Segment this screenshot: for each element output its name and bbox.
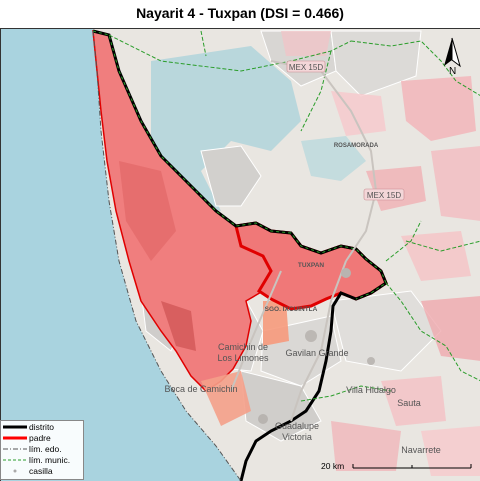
label-sauta: Sauta: [397, 398, 421, 408]
legend-label-distrito: distrito: [29, 421, 55, 432]
map-title: Nayarit 4 - Tuxpan (DSI = 0.466): [136, 5, 344, 21]
section-shade: [421, 426, 480, 476]
label-camichin-2: Los Limones: [217, 353, 269, 363]
label-camichin-1: Camichin de: [218, 342, 268, 352]
legend-label-padre: padre: [29, 432, 51, 443]
lagoon: [151, 46, 301, 211]
legend-swatch-casilla: [13, 469, 17, 472]
lagoon-east: [301, 136, 366, 181]
section-shade: [381, 376, 446, 426]
legend-label-lim-edo: lím. edo.: [29, 443, 62, 454]
legend-item-padre: padre: [1, 432, 83, 443]
section-shade: [281, 31, 331, 56]
legend-item-lim-munic: lím. munic.: [1, 454, 83, 465]
label-rosamorada: ROSAMORADA: [334, 143, 379, 149]
label-boca: Boca de Camichin: [164, 384, 237, 394]
town-marker: [341, 268, 351, 278]
north-label: N: [449, 66, 457, 77]
north-arrow-icon: [444, 37, 461, 68]
label-santiago: SGO. IXCUINTLA: [265, 306, 318, 313]
legend-swatch-lim-munic: [3, 459, 27, 460]
label-guadalupe-1: Guadalupe: [275, 421, 319, 431]
section-shade: [431, 146, 480, 221]
section-shade: [401, 76, 476, 141]
muni-boundary-overlay: [92, 30, 387, 300]
section-dark: [119, 161, 176, 261]
legend: distrito padre lím. edo. lím. munic. cas…: [0, 420, 84, 480]
town-marker: [367, 357, 375, 365]
label-gavilan: Gavilan Grande: [285, 348, 348, 358]
legend-swatch-distrito: [3, 425, 27, 428]
label-tuxpan: TUXPAN: [298, 262, 325, 269]
section-dark: [161, 301, 196, 351]
road-shield: [363, 188, 405, 201]
section-salmon: [263, 301, 289, 346]
ocean: [1, 29, 241, 481]
map-canvas[interactable]: MEX 15D MEX 15D ROSAMORADA TUXPAN SGO. I…: [0, 28, 480, 481]
legend-label-casilla: casilla: [29, 465, 53, 476]
town-marker: [258, 414, 268, 424]
muni-block: [330, 290, 442, 372]
road-label-mex15-mid: MEX 15D: [367, 191, 401, 200]
label-villa-hidalgo: Villa Hidalgo: [346, 385, 396, 395]
town-marker: [305, 330, 317, 342]
road-label-mex15-top: MEX 15D: [289, 63, 323, 72]
legend-item-lim-edo: lím. edo.: [1, 443, 83, 454]
state-boundary: [92, 30, 242, 481]
road-shield: [286, 60, 326, 73]
section-shade: [331, 421, 401, 471]
legend-item-distrito: distrito: [1, 421, 83, 432]
municipal-boundaries: [108, 30, 480, 402]
legend-swatch-lim-edo: [3, 448, 27, 449]
section-shade: [421, 296, 480, 361]
label-navarrete: Navarrete: [401, 445, 441, 455]
map-svg: MEX 15D MEX 15D ROSAMORADA TUXPAN SGO. I…: [1, 29, 480, 481]
section-salmon: [201, 371, 251, 426]
scale-bar-label: 20 km: [321, 461, 345, 471]
scale-bar: [352, 464, 472, 469]
legend-label-lim-munic: lím. munic.: [29, 454, 71, 465]
legend-item-casilla: casilla: [1, 465, 83, 476]
muni-block: [200, 145, 262, 207]
label-guadalupe-2: Victoria: [282, 432, 312, 442]
muni-block: [330, 30, 422, 97]
section-shade: [401, 231, 471, 281]
legend-swatch-padre: [3, 436, 27, 439]
